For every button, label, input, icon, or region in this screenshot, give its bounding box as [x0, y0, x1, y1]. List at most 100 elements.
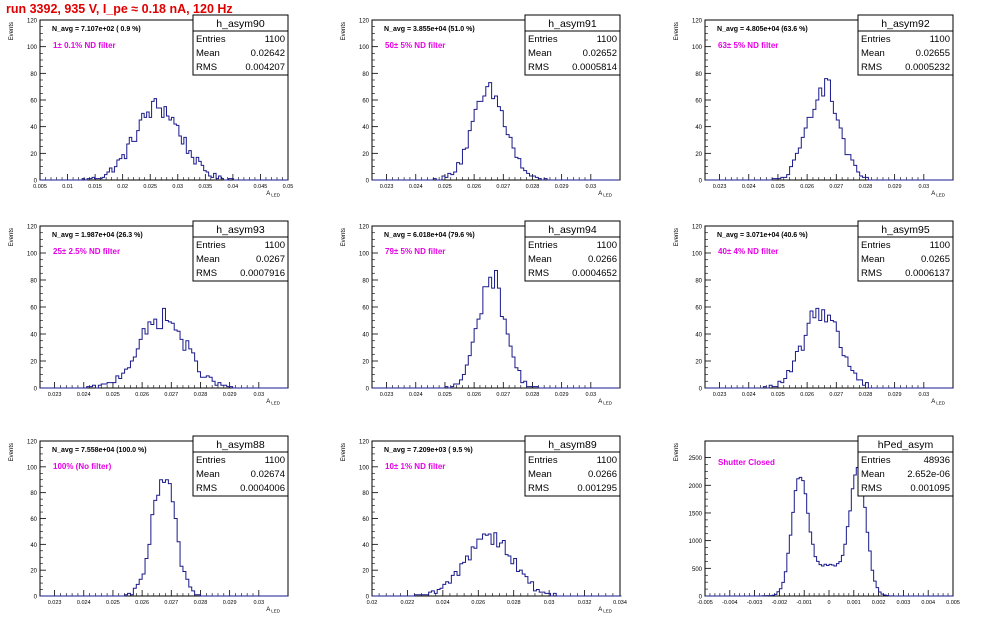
panel-1-ytick-label: 80	[362, 72, 369, 78]
panel-3-ytick-label: 40	[30, 333, 37, 339]
panel-6-ytick-label: 20	[30, 569, 37, 575]
panel-3-histogram	[40, 307, 288, 389]
panel-1-stat-value: 0.02652	[583, 48, 617, 59]
panel-0-ytick-label: 20	[30, 152, 37, 158]
panel-7-xtick-label: 0.034	[613, 600, 627, 606]
panel-8-xtick-label: -0.005	[697, 600, 713, 606]
panel-5-ytick-label: 20	[695, 360, 702, 366]
panel-6-stat-label: RMS	[196, 483, 217, 494]
panel-4-stat-value: 0.0266	[588, 254, 617, 265]
panel-3-filter-note: 25± 2.5% ND filter	[53, 247, 120, 256]
panel-0-ytick-label: 0	[34, 179, 38, 185]
panel-1-stat-label: RMS	[528, 62, 549, 73]
panel-1-ylabel: Events	[341, 22, 347, 40]
panel-1-stat-value: 1100	[597, 34, 617, 45]
panel-1-stat-label: Entries	[528, 34, 558, 45]
panel-3-ylabel: Events	[9, 228, 15, 246]
panel-6-stat-value: 1100	[265, 455, 285, 466]
panel-7-xtick-label: 0.032	[578, 600, 592, 606]
panel-2-xtick-label: 0.026	[800, 184, 814, 190]
panel-6-navg: N_avg = 7.558e+04 (100.0 %)	[52, 447, 147, 454]
panel-2-ytick-label: 80	[695, 72, 702, 78]
panel-3-stat-label: RMS	[196, 268, 217, 279]
panel-7-xtick-label: 0.026	[471, 600, 485, 606]
panel-5-stat-value: 0.0265	[921, 254, 950, 265]
panel-3-stat-value: 0.0267	[256, 254, 285, 265]
panel-0-xtick-label: 0.03	[172, 184, 183, 190]
panel-7-xtick-label: 0.028	[507, 600, 521, 606]
panel-2-ytick-label: 0	[699, 179, 703, 185]
panel-0-xtick-label: 0.005	[33, 184, 47, 190]
panel-7-ytick-label: 0	[366, 595, 370, 601]
panel-0-histogram	[40, 98, 288, 181]
panel-5-xtick-label: 0.028	[859, 392, 873, 398]
panel-5-stat-label: Mean	[861, 254, 885, 265]
panel-0-ytick-label: 60	[30, 99, 37, 105]
panel-5-stat-value: 0.0006137	[905, 268, 950, 279]
panel-2-stat-label: Entries	[861, 34, 891, 45]
panel-2-xtick-label: 0.029	[888, 184, 902, 190]
panel-2-xtick-label: 0.027	[829, 184, 843, 190]
panel-4-ytick-label: 20	[362, 360, 369, 366]
panel-5-stat-value: 1100	[930, 240, 950, 251]
panel-8-xtick-label: 0.001	[847, 600, 861, 606]
panel-3-ytick-label: 80	[30, 279, 37, 285]
panel-1-ytick-label: 0	[366, 179, 370, 185]
panel-6-ytick-label: 40	[30, 543, 37, 549]
panel-1-xtick-label: 0.029	[555, 184, 569, 190]
panel-8-stat-value: 0.001095	[910, 483, 950, 494]
panel-5-xtick-label: 0.03	[918, 392, 929, 398]
panel-2-ytick-label: 100	[692, 45, 703, 51]
panel-2-filter-note: 63± 5% ND filter	[718, 41, 778, 50]
panel-3-ytick-label: 60	[30, 306, 37, 312]
panel-2-ytick-label: 20	[695, 152, 702, 158]
panel-8-xtick-label: -0.001	[796, 600, 812, 606]
panel-8-ylabel: Events	[674, 443, 680, 461]
panel-8-filter-note: Shutter Closed	[718, 458, 775, 467]
panel-3-stat-value: 0.0007916	[240, 268, 285, 279]
panel-1-xtick-label: 0.024	[409, 184, 423, 190]
panel-0-xtick-label: 0.045	[254, 184, 268, 190]
panel-1-histogram	[372, 82, 620, 181]
panel-4-xtick-label: 0.03	[585, 392, 596, 398]
panel-8-xtick-label: 0.003	[897, 600, 911, 606]
panel-3-xtick-label: 0.028	[194, 392, 208, 398]
panel-1-stat-label: Mean	[528, 48, 552, 59]
panel-2-stat-label: Mean	[861, 48, 885, 59]
panel-3-ytick-label: 120	[27, 225, 38, 231]
panel-8-xtick-label: -0.003	[747, 600, 763, 606]
panel-5-filter-note: 40± 4% ND filter	[718, 247, 778, 256]
panel-0-ytick-label: 100	[27, 45, 38, 51]
panel-4-ylabel: Events	[341, 228, 347, 246]
panel-2-xtick-label: 0.023	[713, 184, 727, 190]
panel-4-stat-label: Mean	[528, 254, 552, 265]
panel-6-stat-label: Entries	[196, 455, 226, 466]
panel-2-ytick-label: 40	[695, 125, 702, 131]
panel-7-xlabel: ALED	[598, 607, 613, 614]
panel-0-ytick-label: 120	[27, 19, 38, 25]
panel-0-xtick-label: 0.015	[88, 184, 102, 190]
panel-3-stat-value: 1100	[265, 240, 285, 251]
panel-1-ytick-label: 120	[359, 19, 370, 25]
panel-0-stat-label: Entries	[196, 34, 226, 45]
panel-0-xtick-label: 0.035	[198, 184, 212, 190]
panel-7-stat-value: 0.001295	[577, 483, 617, 494]
panel-5-histogram	[705, 307, 953, 389]
panel-3-ytick-label: 0	[34, 387, 38, 393]
panel-6-ytick-label: 60	[30, 517, 37, 523]
panel-5-ytick-label: 60	[695, 306, 702, 312]
panel-4-stats-box	[524, 220, 621, 282]
panel-7-xtick-label: 0.024	[436, 600, 450, 606]
panel-8-stat-label: RMS	[861, 483, 882, 494]
panel-4-ytick-label: 60	[362, 306, 369, 312]
panel-0-stat-value: 1100	[265, 34, 285, 45]
panel-8-stats-box	[857, 435, 954, 497]
panel-0-filter-note: 1± 0.1% ND filter	[53, 41, 116, 50]
panel-4-xtick-label: 0.029	[555, 392, 569, 398]
panel-7-ytick-label: 40	[362, 543, 369, 549]
panel-7-ytick-label: 20	[362, 569, 369, 575]
panel-3-xtick-label: 0.023	[48, 392, 62, 398]
panel-4-ytick-label: 40	[362, 333, 369, 339]
panel-5-hist-name: h_asym95	[881, 224, 930, 236]
panel-3-stats-box	[192, 220, 289, 282]
